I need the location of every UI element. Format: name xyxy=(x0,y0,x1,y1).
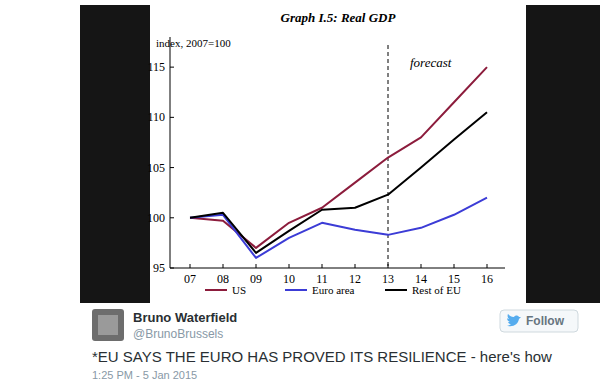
x-tick xyxy=(289,264,290,268)
avatar-detail xyxy=(98,315,118,335)
tweet-text: *EU SAYS THE EURO HAS PROVED ITS RESILIE… xyxy=(92,348,552,365)
annotation: forecast xyxy=(410,55,452,70)
y-tick-label: 110 xyxy=(147,110,165,124)
chart-area xyxy=(150,5,526,303)
y-tick xyxy=(170,217,174,218)
legend-swatch xyxy=(385,289,407,291)
x-tick-label: 10 xyxy=(283,272,295,286)
y-tick xyxy=(170,67,174,68)
follow-label[interactable]: Follow xyxy=(526,314,565,328)
y-tick-label: 105 xyxy=(147,161,165,175)
x-tick xyxy=(256,264,257,268)
chart-title: Graph I.5: Real GDP xyxy=(281,10,397,25)
x-tick-label: 16 xyxy=(481,272,493,286)
media-frame xyxy=(80,5,600,303)
bird-icon xyxy=(507,314,521,326)
x-tick xyxy=(355,264,356,268)
x-tick xyxy=(454,264,455,268)
series-group xyxy=(190,67,487,258)
y-tick-label: 100 xyxy=(147,211,165,225)
x-tick xyxy=(421,264,422,268)
background xyxy=(0,0,611,384)
legend-swatch xyxy=(205,289,227,291)
legend-label: US xyxy=(232,284,246,296)
y-tick xyxy=(170,268,174,269)
series-line xyxy=(190,112,487,253)
x-tick xyxy=(190,264,191,268)
y-tick xyxy=(170,167,174,168)
x-tick xyxy=(487,264,488,268)
legend-label: Rest of EU xyxy=(412,284,461,296)
y-tick-label: 115 xyxy=(147,60,165,74)
tweet-timestamp: 1:25 PM - 5 Jan 2015 xyxy=(92,369,197,381)
x-axis xyxy=(170,268,505,269)
tweet-name: Bruno Waterfield xyxy=(133,310,237,325)
x-tick xyxy=(223,264,224,268)
x-tick-label: 07 xyxy=(184,272,196,286)
x-tick-label: 08 xyxy=(217,272,229,286)
x-tick xyxy=(322,264,323,268)
legend-swatch xyxy=(285,289,307,291)
legend-label: Euro area xyxy=(312,284,355,296)
series-line xyxy=(190,67,487,248)
x-tick-label: 09 xyxy=(250,272,262,286)
y-tick-label: 95 xyxy=(153,261,165,275)
tweet-area xyxy=(0,303,611,384)
follow-button-bg[interactable] xyxy=(500,310,578,332)
y-tick xyxy=(170,117,174,118)
y-axis xyxy=(170,37,171,268)
avatar xyxy=(92,309,124,341)
page: Graph I.5: Real GDP index, 2007=100 95 100 1… xyxy=(0,0,611,384)
x-tick-label: 13 xyxy=(382,272,394,286)
axis-label: index, 2007=100 xyxy=(156,37,231,49)
follow-button[interactable]: Follow xyxy=(500,310,578,332)
tweet-handle: @BrunoBrussels xyxy=(133,327,223,341)
